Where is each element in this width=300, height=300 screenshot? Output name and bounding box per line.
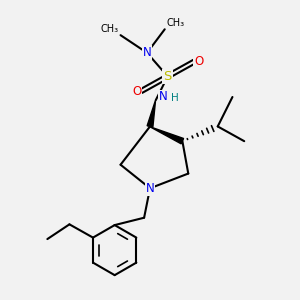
Text: H: H [172, 94, 179, 103]
Text: O: O [132, 85, 141, 98]
Text: S: S [164, 70, 172, 83]
Polygon shape [147, 100, 156, 127]
Text: CH₃: CH₃ [166, 18, 184, 28]
Polygon shape [150, 127, 184, 144]
Text: N: N [159, 91, 168, 103]
Text: N: N [143, 46, 152, 59]
Text: CH₃: CH₃ [101, 24, 119, 34]
Text: O: O [194, 55, 203, 68]
Text: N: N [146, 182, 154, 195]
